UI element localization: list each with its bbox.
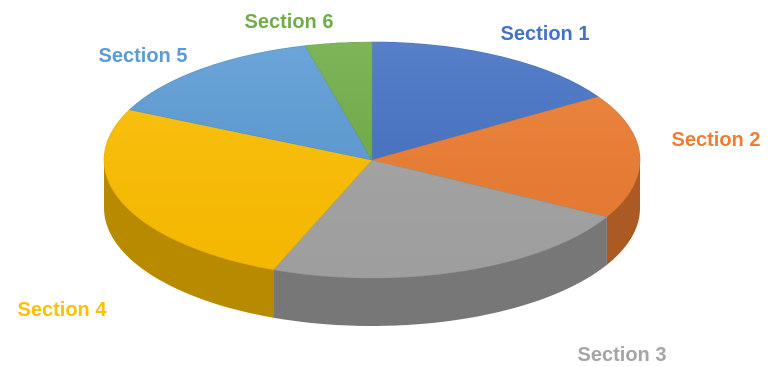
pie-label-3: Section 3 (578, 344, 667, 366)
pie-top-sheen (104, 42, 640, 278)
pie-label-4: Section 4 (18, 299, 108, 321)
pie-label-6: Section 6 (245, 11, 334, 33)
pie-label-5: Section 5 (99, 45, 188, 67)
pie-side-3 (273, 216, 607, 326)
pie-sides (104, 160, 640, 326)
pie-side-4 (104, 160, 274, 318)
pie-label-1: Section 1 (501, 23, 590, 45)
pie-labels: Section 1 Section 2 Section 3 Section 4 Sect… (18, 11, 761, 366)
pie-side-2 (606, 160, 640, 265)
pie-tops (103, 41, 641, 279)
pie-label-2: Section 2 (672, 129, 761, 151)
